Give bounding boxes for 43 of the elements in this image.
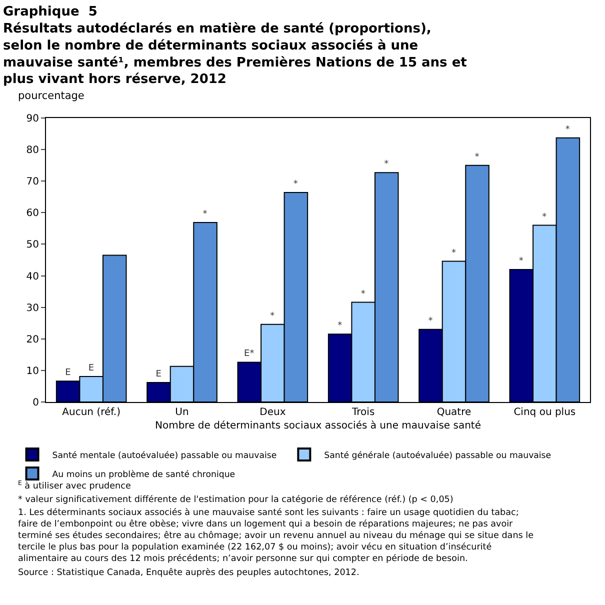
data-label: *: [428, 316, 434, 326]
y-tick-label: 50: [26, 240, 39, 251]
y-axis-title: pourcentage: [18, 90, 84, 102]
y-tick-label: 70: [26, 176, 39, 188]
data-label: E: [88, 363, 94, 374]
chart-subtitle: Résultats autodéclarés en matière de santé (proportions), selon le nombre de déterminants sociaux associés à une mauvaise santé¹, membres des Premières Nations de 15 ans et plus vivant hors réserve, 2012: [3, 22, 467, 88]
text: 1. Les déterminants sociaux associés à une mauvaise santé sont les suivants : faire un usage quotidien du tabac; faire de l’embonpoint ou être obèse; vivre dans un logement qui a besoin de réparations majeures; ne pas avoir terminé ses études secondaires; être au chômage; avoir un revenu annuel au niveau du ménage qui se situe dans le tercile le plus bas pour la population examinée (22 162,07 $ ou moins); avoir vécu en situation d’insécurité alimentaire au cours des 12 mois précédents; n’avoir personne sur qui compter en période de besoin.: [18, 507, 534, 564]
data-label: E: [156, 369, 162, 380]
y-tick-label: 10: [26, 366, 39, 377]
y-tick-label: 40: [26, 271, 39, 282]
chart-title: Graphique 5: [3, 4, 98, 20]
y-tick-label: 20: [26, 334, 39, 346]
data-label: *: [360, 289, 366, 300]
data-label: E: [65, 368, 72, 378]
x-tick-label: Cinq ou plus: [514, 407, 576, 418]
data-label: *: [384, 160, 390, 170]
x-axis-title: Nombre de déterminants sociaux associés à une mauvaise santé: [154, 420, 482, 432]
legend-label: Au moins un problème de santé chronique: [52, 470, 236, 480]
x-tick-label: Un: [175, 407, 189, 418]
data-label: *: [202, 209, 208, 220]
source-note: Source : Statistique Canada, Enquête auprès des peuples autochtones, 2012.: [18, 567, 360, 578]
x-tick-label: Quatre: [436, 407, 472, 418]
data-label: *: [474, 152, 480, 162]
x-tick-label: Aucun (réf.): [62, 407, 121, 418]
legend-label: Santé générale (autoévaluée) passable ou mauvaise: [324, 450, 552, 461]
data-label: *: [565, 124, 570, 135]
data-label: *: [338, 321, 343, 332]
x-tick-label: Trois: [351, 407, 375, 418]
y-tick-label: 60: [26, 208, 39, 220]
y-tick-label: 0: [32, 398, 39, 408]
x-tick-label: Deux: [260, 407, 286, 418]
y-tick-label: 80: [26, 145, 39, 156]
legend-label: Santé mentale (autoévaluée) passable ou mauvaise: [52, 450, 277, 461]
text: * valeur significativement différente de l'estimation pour la catégorie de référence (réf.) (p < 0,05): [18, 494, 454, 505]
y-tick-label: 90: [26, 114, 39, 124]
data-label: *: [518, 256, 524, 266]
data-label: E*: [244, 349, 255, 360]
data-label: *: [542, 212, 548, 222]
text: $^{E}$ à utiliser avec prudence: [18, 480, 131, 492]
y-tick-label: 30: [26, 302, 39, 314]
data-label: *: [270, 311, 276, 322]
data-label: *: [293, 179, 298, 190]
data-label: *: [452, 248, 456, 258]
